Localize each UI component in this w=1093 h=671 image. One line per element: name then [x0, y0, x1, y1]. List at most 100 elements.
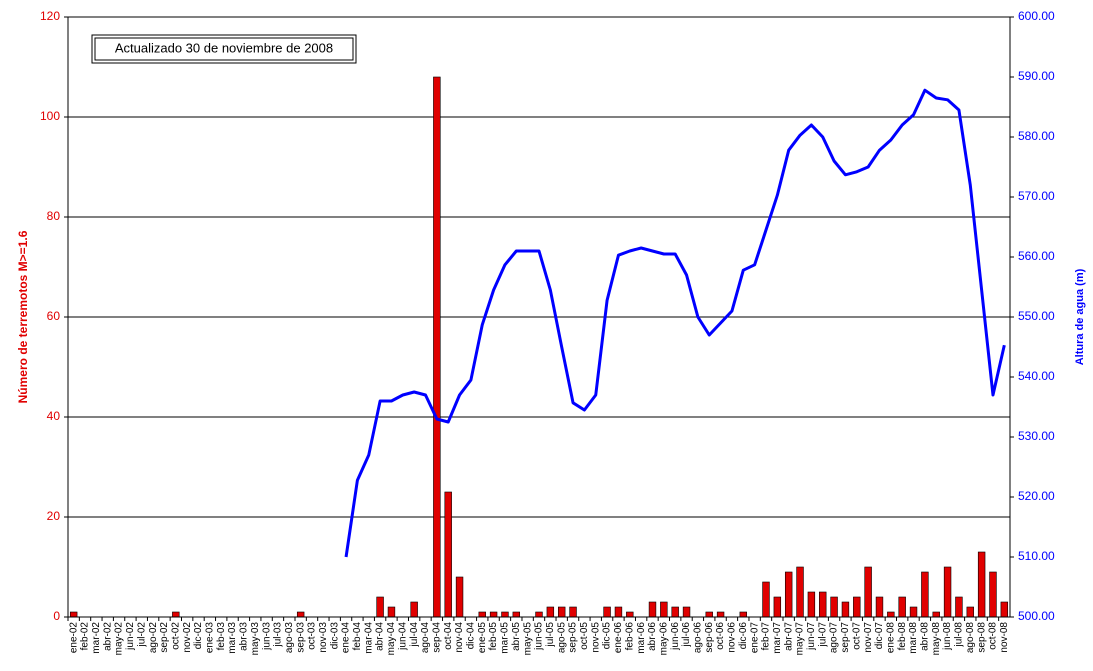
bar: [966, 606, 974, 618]
bar: [444, 491, 452, 618]
bar: [410, 601, 418, 618]
x-tick-label: oct-07: [851, 622, 862, 650]
y2-tick-label: 500.00: [1018, 609, 1055, 623]
x-tick-label: ene-08: [885, 622, 896, 654]
x-tick-label: mar-02: [91, 622, 102, 654]
x-tick-label: nov-03: [318, 622, 329, 653]
bar: [569, 606, 577, 618]
bar: [807, 591, 816, 618]
x-tick-label: ago-07: [829, 622, 840, 654]
x-tick-label: feb-06: [624, 622, 635, 651]
bar: [739, 611, 747, 618]
x-tick-label: oct-02: [170, 622, 181, 650]
bar: [887, 611, 895, 618]
bar: [376, 596, 384, 618]
x-tick-label: jul-08: [954, 622, 965, 648]
x-tick-label: feb-04: [352, 622, 363, 651]
bar: [433, 76, 441, 618]
x-tick-label: dic-06: [738, 622, 749, 650]
bar: [819, 591, 827, 618]
bar: [682, 606, 691, 618]
x-tick-label: oct-04: [443, 622, 454, 650]
annotation: Actualizado 30 de noviembre de 2008: [115, 40, 333, 55]
y2-axis-title: Altura de agua (m): [1074, 268, 1086, 365]
x-tick-label: ene-02: [68, 622, 79, 654]
x-tick-label: oct-03: [307, 622, 318, 650]
x-tick-label: dic-05: [602, 622, 613, 650]
x-tick-label: sep-06: [704, 622, 715, 653]
bar: [455, 576, 464, 618]
bar: [921, 571, 929, 618]
x-tick-label: abr-08: [920, 622, 931, 651]
x-tick-label: jul-07: [817, 622, 828, 648]
x-tick-label: dic-03: [329, 622, 340, 650]
x-tick-label: oct-08: [988, 622, 999, 650]
bar: [989, 571, 997, 618]
x-tick-label: abr-04: [375, 622, 386, 651]
x-tick-label: jun-03: [261, 622, 272, 651]
x-tick-label: abr-03: [239, 622, 250, 651]
bar: [603, 606, 611, 618]
x-tick-label: sep-07: [840, 622, 851, 653]
y-tick-label: 20: [47, 509, 61, 523]
bar: [660, 601, 668, 618]
bar: [614, 606, 623, 618]
bar: [705, 611, 713, 618]
bar: [943, 566, 952, 618]
x-tick-label: sep-03: [295, 622, 306, 653]
bar: [546, 606, 555, 618]
y2-tick-label: 540.00: [1018, 369, 1055, 383]
x-tick-label: feb-05: [488, 622, 499, 651]
plot-frame: [67, 16, 1011, 618]
bar: [716, 611, 725, 618]
x-tick-label: jul-06: [681, 622, 692, 648]
x-tick-label: jun-07: [806, 622, 817, 651]
bar: [648, 601, 657, 618]
x-tick-label: oct-06: [715, 622, 726, 650]
x-tick-label: nov-06: [727, 622, 738, 653]
bar: [784, 571, 793, 618]
bar: [387, 606, 396, 618]
x-tick-label: nov-05: [590, 622, 601, 653]
x-tick-label: ago-06: [693, 622, 704, 654]
x-tick-label: ene-05: [477, 622, 488, 654]
y2-tick-label: 580.00: [1018, 129, 1055, 143]
x-tick-label: mar-06: [636, 622, 647, 654]
x-tick-label: nov-02: [182, 622, 193, 653]
x-tick-label: jun-05: [534, 622, 545, 651]
x-tick-label: jun-04: [397, 622, 408, 651]
bar: [841, 601, 850, 618]
y2-tick-label: 590.00: [1018, 69, 1055, 83]
bar: [69, 611, 78, 618]
x-tick-label: sep-08: [976, 622, 987, 653]
bar: [909, 606, 918, 618]
bar: [932, 611, 940, 618]
y-tick-label: 120: [40, 9, 60, 23]
x-tick-label: dic-02: [193, 622, 204, 650]
y-tick-label: 60: [47, 309, 61, 323]
bar: [864, 566, 872, 618]
x-tick-label: sep-04: [431, 622, 442, 653]
x-tick-label: ago-02: [148, 622, 159, 654]
bar: [762, 581, 770, 618]
x-tick-label: ago-05: [556, 622, 567, 654]
x-tick-label: dic-04: [466, 622, 477, 650]
y-tick-label: 80: [47, 209, 61, 223]
water-level-line: [344, 88, 1006, 558]
x-tick-label: ene-07: [749, 622, 760, 654]
x-tick-label: jul-04: [409, 622, 420, 648]
x-tick-label: may-03: [250, 622, 261, 656]
x-tick-label: abr-06: [647, 622, 658, 651]
x-tick-label: ago-04: [420, 622, 431, 654]
y2-tick-label: 570.00: [1018, 189, 1055, 203]
x-tick-label: ene-03: [205, 622, 216, 654]
x-tick-label: may-04: [386, 622, 397, 656]
x-tick-label: feb-03: [216, 622, 227, 651]
x-tick-label: mar-03: [227, 622, 238, 654]
x-tick-label: may-07: [795, 622, 806, 656]
x-tick-label: mar-07: [772, 622, 783, 654]
bar: [671, 606, 679, 618]
annotation-box: Actualizado 30 de noviembre de 2008: [91, 34, 357, 64]
x-tick-label: feb-07: [761, 622, 772, 651]
x-tick-label: abr-07: [783, 622, 794, 651]
